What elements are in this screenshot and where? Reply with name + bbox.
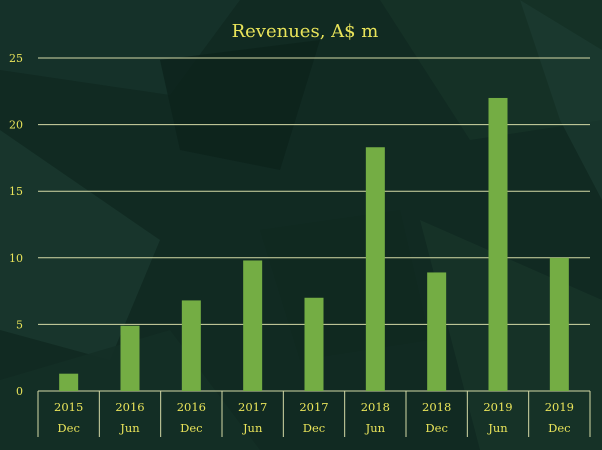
x-tick-half: Dec (57, 421, 79, 435)
bar (365, 147, 385, 391)
x-tick-year: 2017 (238, 400, 267, 414)
y-tick-label: 10 (9, 252, 23, 265)
y-tick-label: 15 (9, 185, 23, 198)
x-tick-half: Dec (425, 421, 447, 435)
x-tick-half: Jun (242, 421, 263, 435)
bar (549, 257, 569, 391)
x-tick-year: 2019 (483, 400, 512, 414)
x-tick-half: Dec (548, 421, 570, 435)
x-axis-ticks: 2015 Dec 2016 Jun 2016 Dec 2017 Jun 2017 Dec 2018 J… (37, 391, 591, 437)
x-tick-year: 2019 (545, 400, 574, 414)
x-tick-year: 2017 (299, 400, 328, 414)
x-tick-year: 2018 (422, 400, 451, 414)
bar (427, 272, 447, 391)
chart-title: Revenues, A$ m (232, 21, 379, 42)
y-axis-ticks: 0 5 10 15 20 25 (9, 52, 23, 398)
x-tick-half: Jun (119, 421, 140, 435)
bar (304, 297, 324, 391)
y-tick-label: 20 (9, 119, 23, 132)
x-tick-half: Dec (303, 421, 325, 435)
bar (59, 373, 79, 391)
x-tick-year: 2018 (361, 400, 390, 414)
bar (181, 300, 201, 391)
x-tick-half: Jun (365, 421, 386, 435)
y-tick-label: 0 (16, 385, 23, 398)
bar (488, 97, 508, 392)
y-tick-label: 5 (16, 318, 23, 331)
bar (120, 325, 140, 391)
bar (243, 260, 263, 391)
x-tick-half: Dec (180, 421, 202, 435)
x-tick-year: 2016 (177, 400, 206, 414)
x-tick-year: 2015 (54, 400, 83, 414)
y-tick-label: 25 (9, 52, 23, 65)
bars (59, 97, 569, 392)
x-tick-year: 2016 (115, 400, 144, 414)
x-tick-half: Jun (487, 421, 508, 435)
